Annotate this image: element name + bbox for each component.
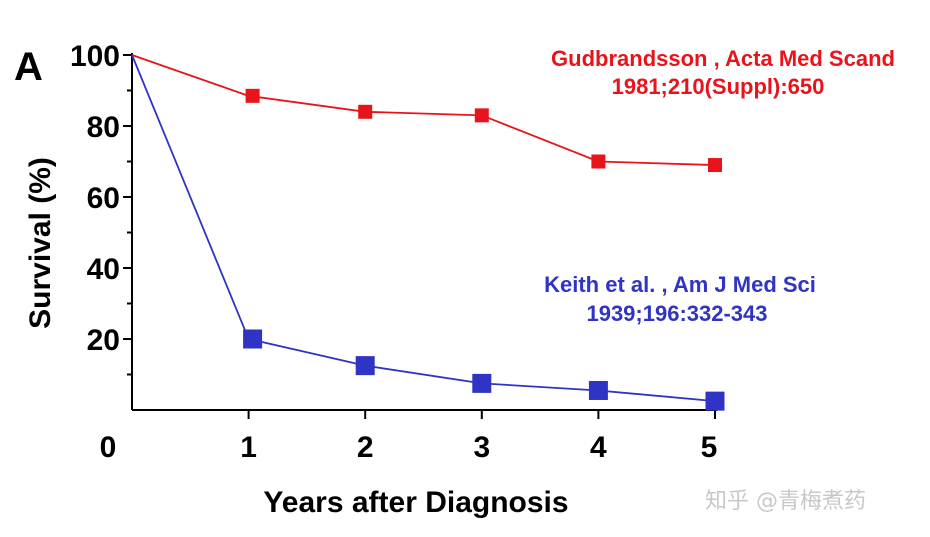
series-lines xyxy=(131,54,716,403)
watermark: 知乎 @青梅煮药 xyxy=(705,489,866,514)
y-axis-title: Survival (%) xyxy=(24,157,57,329)
x-tick-label: 5 xyxy=(701,431,718,464)
y-tick-label: 20 xyxy=(87,324,120,357)
x-tick-label: 3 xyxy=(473,431,490,464)
series-line-1 xyxy=(131,54,716,403)
x-tick-label: 0 xyxy=(100,431,117,464)
data-point-0-4 xyxy=(591,154,606,169)
annotation-blue: Keith et al. , Am J Med Sci 1939;196:332… xyxy=(544,272,816,326)
x-tick-label: 1 xyxy=(240,431,257,464)
y-axis-ticks: 20 40 60 80 100 xyxy=(70,40,132,376)
data-point-0-5 xyxy=(708,158,722,173)
annotation-blue-line-1: Keith et al. , Am J Med Sci xyxy=(544,272,816,297)
series-line-0 xyxy=(131,54,716,166)
data-point-1-3 xyxy=(472,373,492,393)
x-tick-label: 4 xyxy=(590,431,607,464)
y-tick-label: 60 xyxy=(87,182,120,215)
x-axis-ticks: 0 1 2 3 4 5 xyxy=(100,410,718,464)
series-markers xyxy=(243,88,725,411)
annotation-blue-line-2: 1939;196:332-343 xyxy=(586,301,767,326)
x-tick-label: 2 xyxy=(357,431,374,464)
data-point-0-2 xyxy=(358,104,373,119)
x-axis-title: Years after Diagnosis xyxy=(263,486,568,519)
annotation-red: Gudbrandsson , Acta Med Scand 1981;210(S… xyxy=(551,46,895,99)
data-point-0-1 xyxy=(245,88,260,103)
y-tick-label: 40 xyxy=(87,253,120,286)
data-point-0-3 xyxy=(474,108,489,123)
data-point-1-4 xyxy=(588,380,608,400)
annotation-red-line-2: 1981;210(Suppl):650 xyxy=(612,74,825,99)
data-point-1-5 xyxy=(705,391,725,411)
data-point-1-2 xyxy=(355,356,375,376)
axes xyxy=(131,53,717,411)
annotation-red-line-1: Gudbrandsson , Acta Med Scand xyxy=(551,46,895,71)
y-tick-label: 80 xyxy=(87,111,120,144)
panel-label: A xyxy=(14,45,43,89)
data-point-1-1 xyxy=(243,329,263,349)
y-tick-label: 100 xyxy=(70,40,120,73)
